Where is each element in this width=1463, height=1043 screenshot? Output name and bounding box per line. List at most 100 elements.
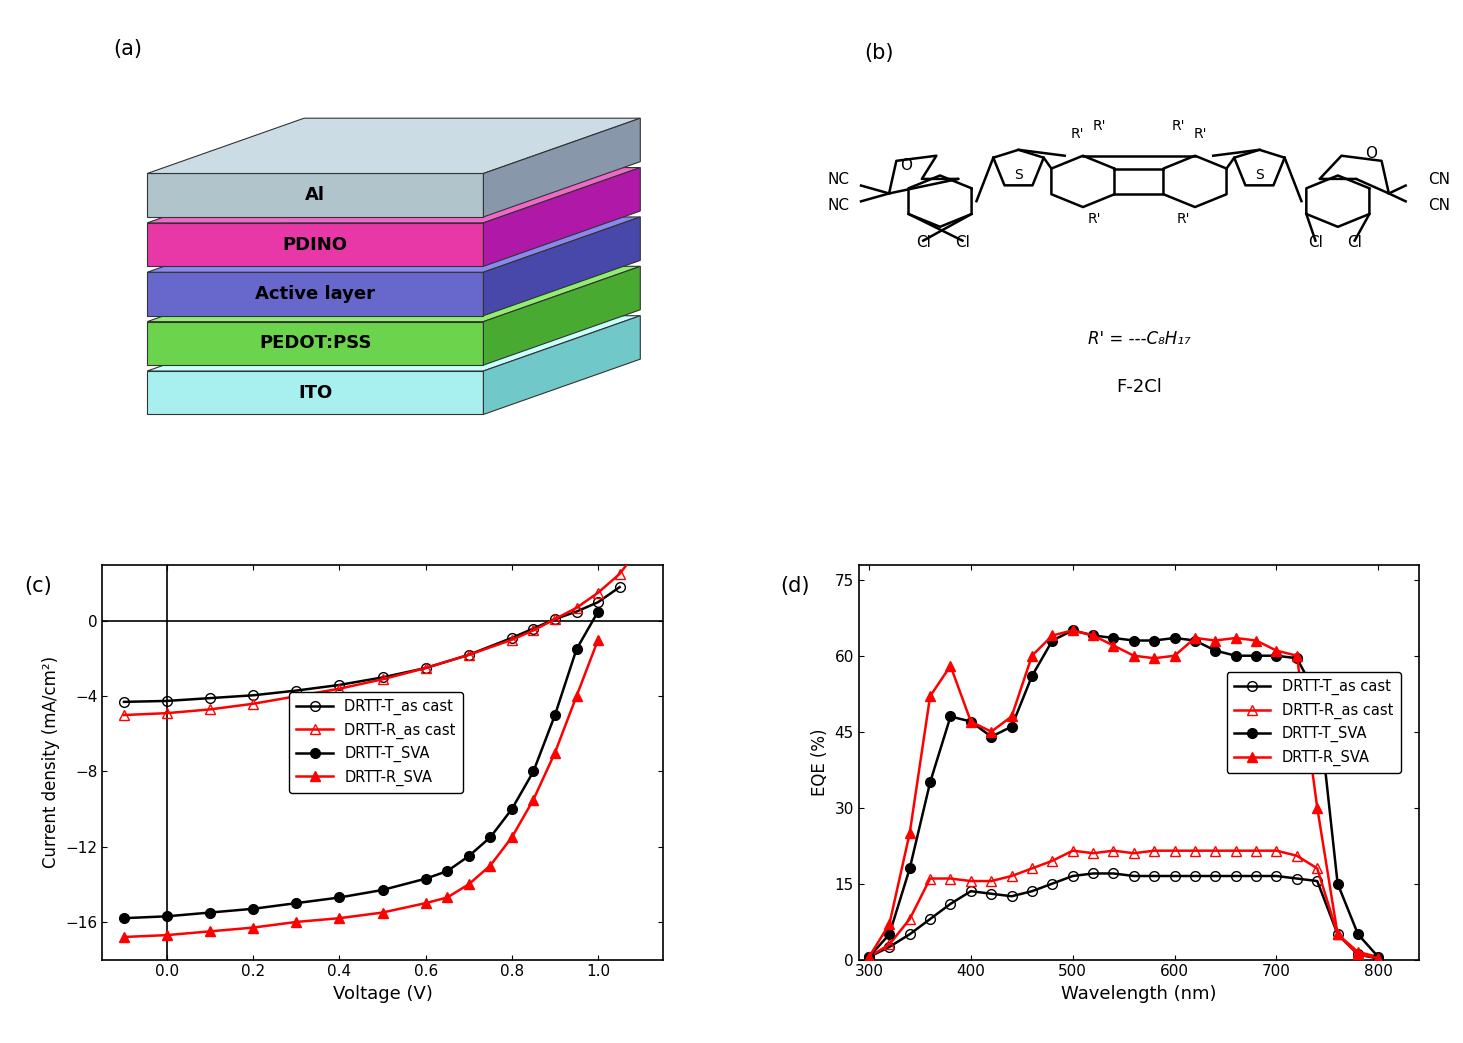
DRTT-R_SVA bbox=[373, 906, 391, 919]
DRTT-T_SVA bbox=[1084, 629, 1102, 641]
DRTT-R_SVA bbox=[1308, 801, 1325, 814]
Legend: DRTT-T_as cast, DRTT-R_as cast, DRTT-T_SVA, DRTT-R_SVA: DRTT-T_as cast, DRTT-R_as cast, DRTT-T_S… bbox=[290, 692, 464, 793]
Text: S: S bbox=[1255, 169, 1264, 183]
Text: R': R' bbox=[1071, 127, 1084, 141]
DRTT-T_as cast bbox=[1146, 870, 1163, 882]
DRTT-R_SVA bbox=[942, 659, 960, 672]
Legend: DRTT-T_as cast, DRTT-R_as cast, DRTT-T_SVA, DRTT-R_SVA: DRTT-T_as cast, DRTT-R_as cast, DRTT-T_S… bbox=[1226, 672, 1400, 773]
Polygon shape bbox=[148, 217, 641, 272]
DRTT-R_SVA bbox=[1369, 952, 1387, 965]
DRTT-R_as cast bbox=[612, 567, 629, 580]
DRTT-R_as cast bbox=[632, 539, 650, 552]
Text: Cl: Cl bbox=[1347, 235, 1362, 249]
Y-axis label: Current density (mA/cm²): Current density (mA/cm²) bbox=[42, 656, 60, 868]
Text: NC: NC bbox=[828, 172, 850, 187]
DRTT-R_as cast bbox=[901, 913, 919, 925]
DRTT-R_as cast bbox=[417, 661, 435, 674]
DRTT-T_SVA bbox=[590, 605, 607, 617]
DRTT-R_SVA bbox=[546, 747, 563, 759]
DRTT-T_SVA bbox=[1064, 624, 1081, 636]
DRTT-R_as cast bbox=[546, 613, 563, 626]
DRTT-R_as cast bbox=[1268, 845, 1286, 857]
DRTT-T_as cast bbox=[901, 928, 919, 941]
Text: Active layer: Active layer bbox=[256, 285, 376, 302]
DRTT-R_SVA bbox=[481, 859, 499, 872]
DRTT-T_as cast bbox=[860, 951, 878, 964]
DRTT-R_SVA bbox=[1328, 928, 1346, 941]
DRTT-T_as cast bbox=[1125, 870, 1143, 882]
Text: CN: CN bbox=[1428, 198, 1450, 213]
DRTT-T_as cast bbox=[983, 888, 1001, 900]
DRTT-T_SVA bbox=[1248, 650, 1265, 662]
Polygon shape bbox=[483, 266, 641, 365]
DRTT-T_SVA bbox=[331, 891, 348, 903]
DRTT-T_as cast bbox=[1268, 870, 1286, 882]
DRTT-R_SVA bbox=[1287, 650, 1305, 662]
DRTT-T_as cast bbox=[1328, 928, 1346, 941]
DRTT-R_SVA bbox=[202, 925, 219, 938]
Polygon shape bbox=[483, 168, 641, 266]
DRTT-T_as cast bbox=[612, 581, 629, 593]
DRTT-T_as cast bbox=[202, 692, 219, 704]
DRTT-T_as cast bbox=[963, 884, 980, 897]
Text: O: O bbox=[1365, 146, 1378, 162]
DRTT-T_SVA bbox=[1146, 634, 1163, 647]
DRTT-R_as cast bbox=[331, 682, 348, 695]
DRTT-R_as cast bbox=[1328, 928, 1346, 941]
DRTT-R_SVA bbox=[244, 921, 262, 933]
DRTT-R_as cast bbox=[116, 709, 133, 722]
DRTT-T_SVA bbox=[1268, 650, 1286, 662]
Text: PDINO: PDINO bbox=[282, 236, 348, 253]
DRTT-R_SVA bbox=[1105, 639, 1122, 652]
Text: S: S bbox=[1014, 169, 1023, 183]
DRTT-T_as cast bbox=[1308, 875, 1325, 888]
DRTT-R_as cast bbox=[860, 951, 878, 964]
Line: DRTT-T_SVA: DRTT-T_SVA bbox=[865, 626, 1383, 962]
DRTT-R_SVA bbox=[1227, 632, 1245, 645]
DRTT-T_as cast bbox=[1084, 867, 1102, 879]
DRTT-T_as cast bbox=[459, 649, 477, 661]
DRTT-T_SVA bbox=[1328, 877, 1346, 890]
DRTT-T_SVA bbox=[158, 911, 176, 923]
DRTT-R_SVA bbox=[116, 930, 133, 943]
Text: CN: CN bbox=[1428, 172, 1450, 187]
Text: Cl: Cl bbox=[1308, 235, 1323, 249]
DRTT-T_SVA bbox=[417, 872, 435, 884]
Polygon shape bbox=[148, 316, 641, 371]
Text: (c): (c) bbox=[23, 577, 51, 597]
Polygon shape bbox=[148, 266, 641, 321]
Text: O: O bbox=[900, 159, 913, 173]
DRTT-T_as cast bbox=[881, 941, 898, 953]
DRTT-T_as cast bbox=[922, 913, 939, 925]
DRTT-T_as cast bbox=[331, 679, 348, 692]
DRTT-T_as cast bbox=[942, 898, 960, 911]
X-axis label: Wavelength (nm): Wavelength (nm) bbox=[1061, 985, 1217, 1003]
DRTT-T_as cast bbox=[1023, 884, 1040, 897]
Text: Cl: Cl bbox=[955, 235, 970, 249]
DRTT-T_SVA bbox=[922, 776, 939, 789]
DRTT-T_as cast bbox=[1369, 952, 1387, 965]
DRTT-T_SVA bbox=[1308, 690, 1325, 703]
DRTT-R_as cast bbox=[1186, 845, 1204, 857]
DRTT-T_SVA bbox=[244, 902, 262, 915]
DRTT-T_as cast bbox=[568, 605, 585, 617]
DRTT-T_as cast bbox=[1186, 870, 1204, 882]
Line: DRTT-R_as cast: DRTT-R_as cast bbox=[119, 541, 647, 720]
DRTT-R_as cast bbox=[881, 938, 898, 950]
Text: PEDOT:PSS: PEDOT:PSS bbox=[259, 335, 372, 353]
DRTT-T_SVA bbox=[1105, 632, 1122, 645]
DRTT-T_as cast bbox=[1166, 870, 1184, 882]
DRTT-R_as cast bbox=[922, 872, 939, 884]
DRTT-R_SVA bbox=[525, 794, 543, 806]
Text: R': R' bbox=[1093, 119, 1106, 134]
DRTT-R_SVA bbox=[1268, 645, 1286, 657]
DRTT-R_SVA bbox=[158, 929, 176, 942]
DRTT-R_SVA bbox=[1125, 650, 1143, 662]
DRTT-R_as cast bbox=[1248, 845, 1265, 857]
DRTT-T_as cast bbox=[1248, 870, 1265, 882]
Polygon shape bbox=[148, 371, 483, 414]
Line: DRTT-T_as cast: DRTT-T_as cast bbox=[119, 582, 625, 707]
Polygon shape bbox=[148, 168, 641, 223]
DRTT-R_SVA bbox=[439, 891, 456, 903]
DRTT-T_SVA bbox=[1002, 721, 1020, 733]
